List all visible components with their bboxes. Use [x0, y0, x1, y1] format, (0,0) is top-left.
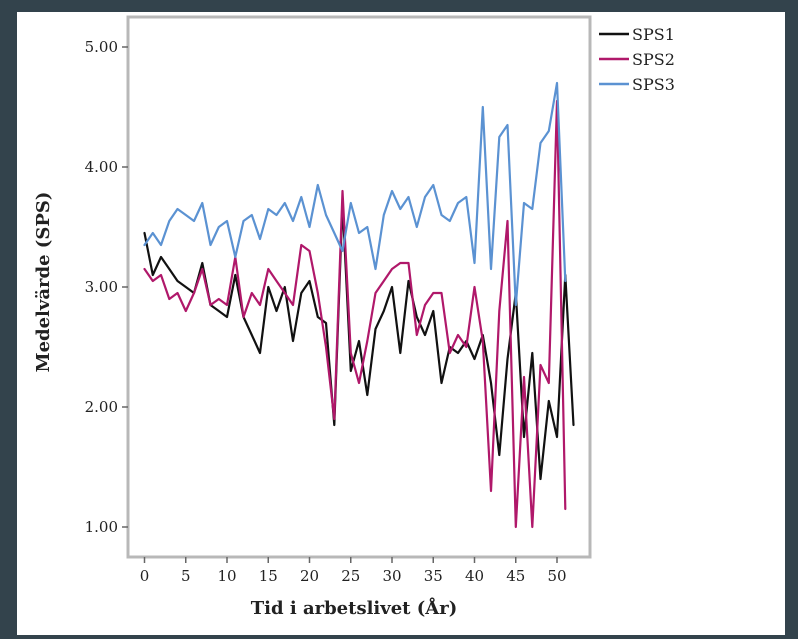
- chart-panel: 1.00 2.00 3.00 4.00 5.00 0 5 10 15 20 25 30 35 40 45 50…: [17, 12, 785, 635]
- x-tick-label: 0: [140, 567, 150, 585]
- x-tick-label: 20: [300, 567, 319, 585]
- y-axis-title: Medelvärde (SPS): [33, 192, 54, 373]
- series-group: [143, 81, 575, 529]
- y-tick-label: 1.00: [85, 518, 118, 536]
- x-tick-label: 45: [506, 567, 525, 585]
- x-axis-title: Tid i arbetslivet (År): [251, 596, 457, 619]
- y-tick-label: 5.00: [85, 38, 118, 56]
- x-tick-label: 10: [217, 567, 236, 585]
- legend-label-sps3: SPS3: [632, 75, 675, 94]
- series-line-sps3: [143, 81, 567, 307]
- x-tick-label: 40: [465, 567, 484, 585]
- x-tick-label: 50: [547, 567, 566, 585]
- x-tick-label: 30: [382, 567, 401, 585]
- y-tick-label: 3.00: [85, 278, 118, 296]
- y-tick-label: 2.00: [85, 398, 118, 416]
- axes: 1.00 2.00 3.00 4.00 5.00 0 5 10 15 20 25 30 35 40 45 50: [85, 38, 567, 585]
- x-tick-label: 25: [341, 567, 360, 585]
- plot-frame: [126, 15, 592, 559]
- chart-svg: 1.00 2.00 3.00 4.00 5.00 0 5 10 15 20 25 30 35 40 45 50…: [33, 15, 675, 619]
- x-tick-label: 5: [181, 567, 191, 585]
- legend: SPS1 SPS2 SPS3: [599, 25, 675, 94]
- y-tick-label: 4.00: [85, 158, 118, 176]
- x-tick-label: 35: [424, 567, 443, 585]
- series-line-sps2: [143, 99, 567, 529]
- series-line-sps1: [143, 201, 575, 481]
- x-tick-label: 15: [259, 567, 278, 585]
- legend-label-sps2: SPS2: [632, 50, 675, 69]
- legend-label-sps1: SPS1: [632, 25, 675, 44]
